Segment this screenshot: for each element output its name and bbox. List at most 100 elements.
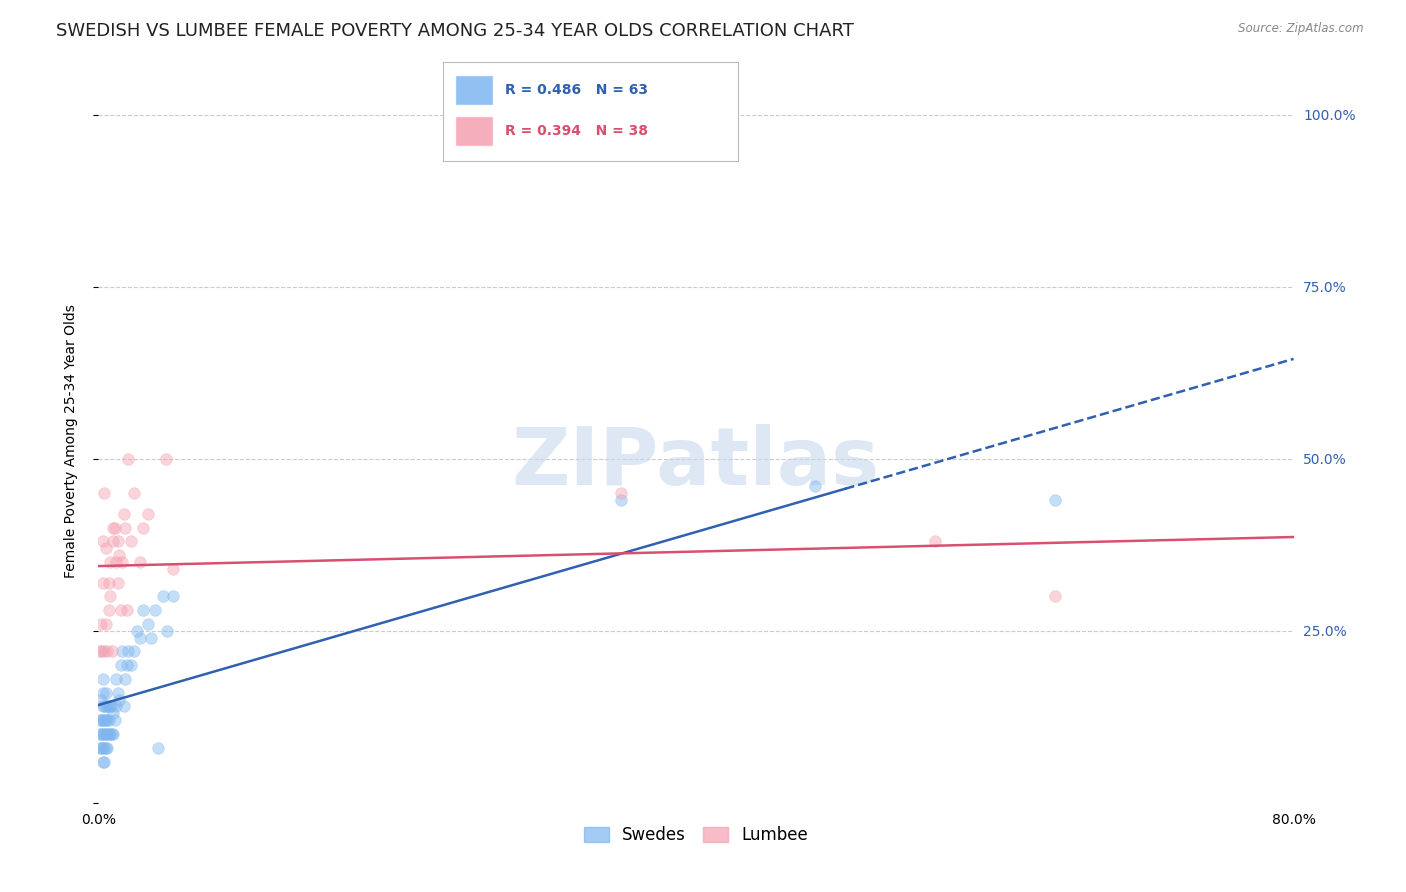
Point [90,727,112,741]
Bar [454,75,494,104]
Point [89,644,111,658]
Point [127,624,149,638]
Point [91,672,114,686]
Point [91,686,114,700]
Point [94,713,117,727]
Point [94,699,117,714]
Point [124,644,146,658]
Point [103,534,125,549]
Point [610,493,633,508]
Point [91,755,114,769]
Text: ZIPatlas: ZIPatlas [512,425,880,502]
Point [101,644,124,658]
Point [108,692,131,706]
Point [104,520,127,534]
Point [115,603,138,617]
Point [90,713,112,727]
Point [924,534,946,549]
Point [91,575,114,590]
Point [114,520,136,534]
Point [105,672,128,686]
Point [162,562,184,576]
Point [91,713,114,727]
Point [91,534,114,549]
Point [115,658,138,673]
Point [94,616,117,631]
Point [89,740,111,755]
Point [114,672,136,686]
Point [143,603,166,617]
Point [93,486,115,500]
Point [1043,590,1066,604]
Point [93,699,115,714]
Point [112,507,135,521]
Point [94,727,117,741]
Point [98,590,122,604]
Point [1043,493,1066,508]
Point [97,575,120,590]
Point [93,727,115,741]
Point [110,603,132,617]
Point [96,713,118,727]
Point [132,603,155,617]
Point [111,555,134,569]
Text: Source: ZipAtlas.com: Source: ZipAtlas.com [1239,22,1364,36]
Point [136,507,159,521]
Point [89,727,111,741]
Point [90,644,112,658]
Point [156,624,179,638]
Point [93,644,115,658]
Point [117,644,139,658]
Text: R = 0.486   N = 63: R = 0.486 N = 63 [505,83,648,97]
Point [94,740,117,755]
Bar [454,117,494,146]
Point [120,534,142,549]
Legend: Swedes, Lumbee: Swedes, Lumbee [575,818,817,852]
Point [91,740,114,755]
Point [129,555,152,569]
Point [132,520,155,534]
Point [96,727,118,741]
Point [94,686,117,700]
Point [89,713,111,727]
Point [97,713,120,727]
Point [91,699,114,714]
Point [108,548,131,562]
Point [98,699,122,714]
Point [101,727,124,741]
Point [804,479,827,493]
Point [93,713,115,727]
Point [96,644,118,658]
Point [148,740,170,755]
Point [96,740,118,755]
Point [90,616,112,631]
Point [136,616,159,631]
Point [105,699,128,714]
Point [105,555,128,569]
Point [139,631,162,645]
Point [97,727,120,741]
Point [152,590,174,604]
Point [120,658,142,673]
Point [101,699,124,714]
Point [117,451,139,466]
Point [91,727,114,741]
Point [98,555,122,569]
Point [93,755,115,769]
Point [129,631,152,645]
Point [107,534,129,549]
Point [103,520,125,534]
Point [94,541,117,556]
Point [107,575,129,590]
Point [155,451,177,466]
Point [104,713,127,727]
Point [93,740,115,755]
Point [124,486,146,500]
Point [90,740,112,755]
Point [97,603,120,617]
Point [107,686,129,700]
Point [96,699,118,714]
Point [112,699,135,714]
Point [98,727,122,741]
Point [103,706,125,721]
